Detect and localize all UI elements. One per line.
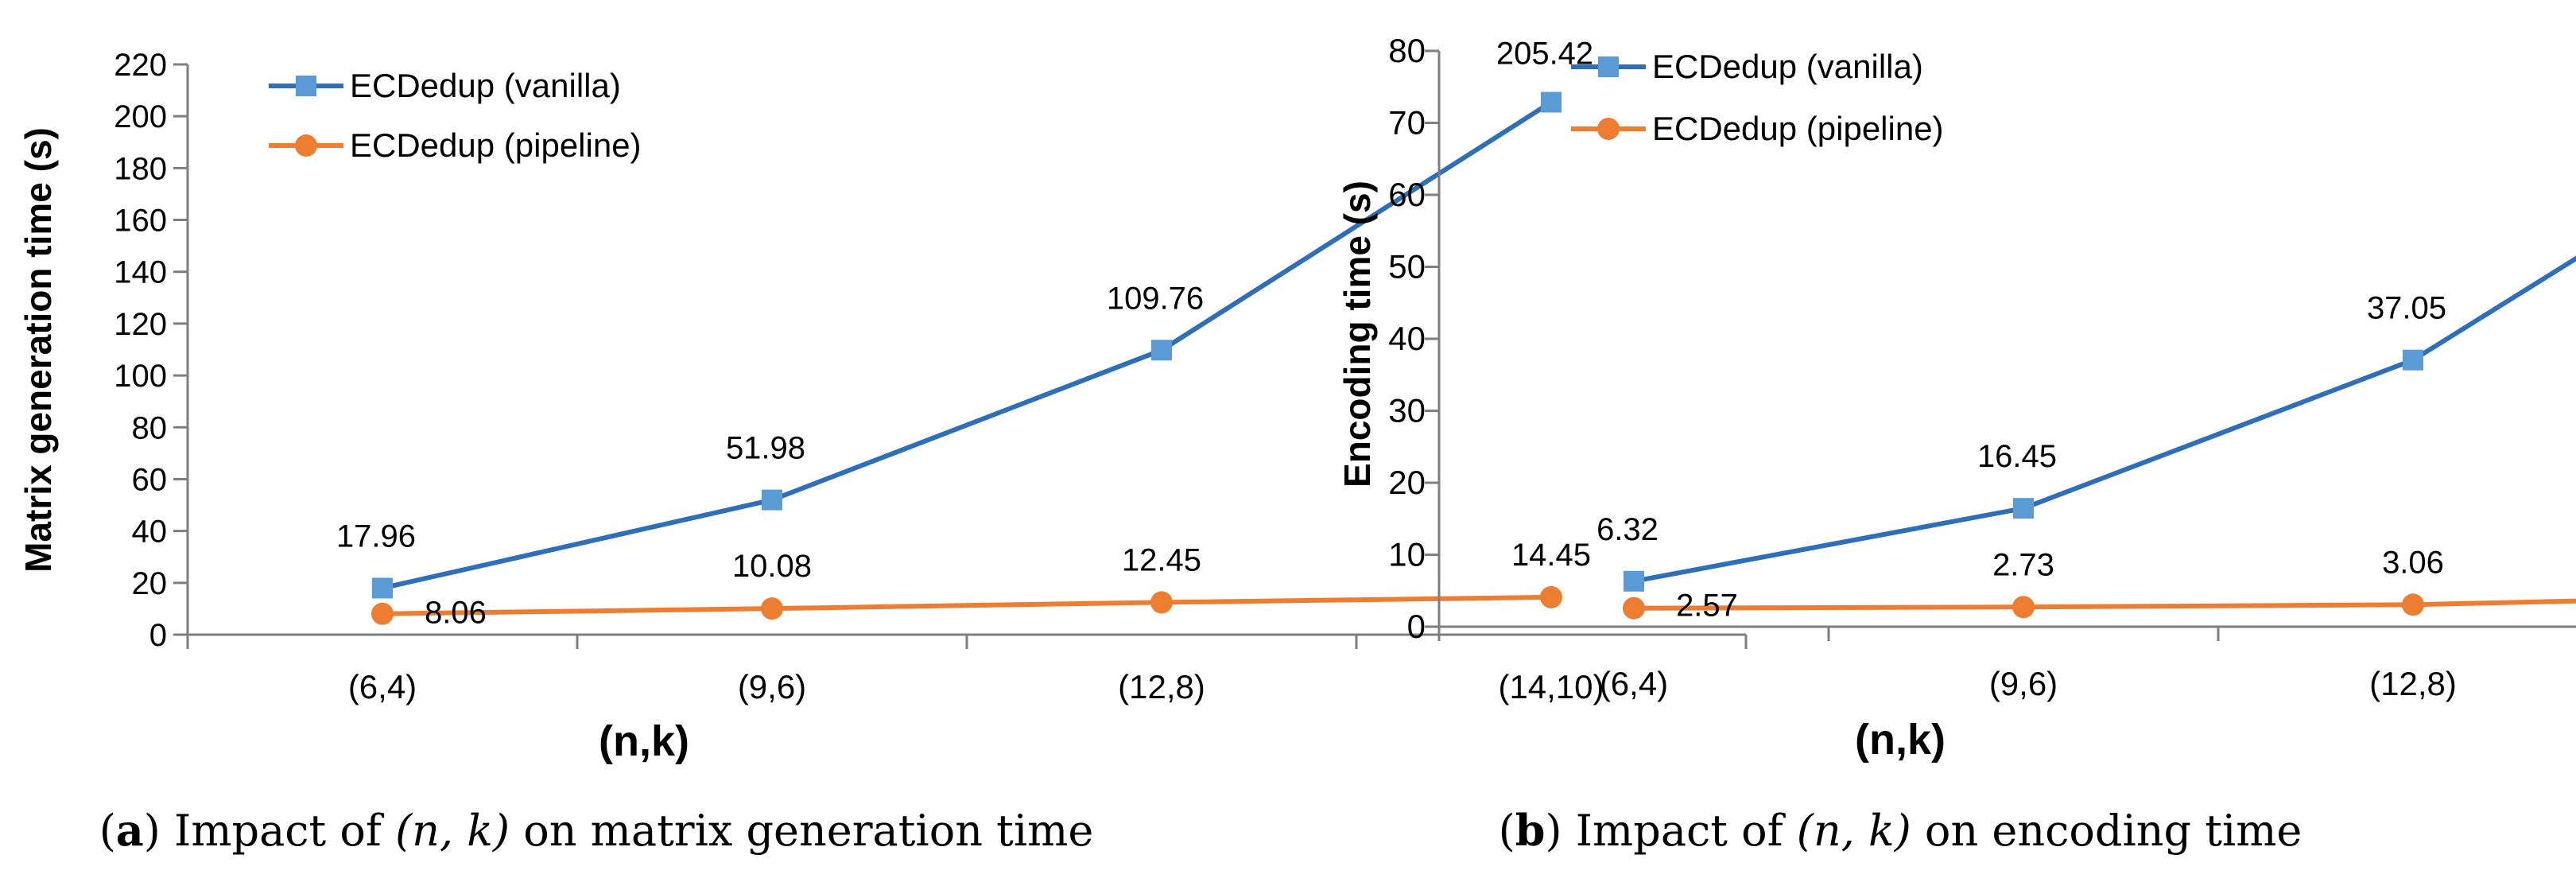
y-tick-label: 160 xyxy=(114,204,167,239)
y-axis-title: Encoding time (s) xyxy=(1336,181,1378,488)
legend-label: ECDedup (vanilla) xyxy=(350,67,621,104)
caption-suffix: on matrix generation time xyxy=(510,806,1093,856)
y-tick-label: 0 xyxy=(1407,608,1426,645)
x-tick-label: (9,6) xyxy=(738,668,806,705)
y-tick-label: 80 xyxy=(1388,32,1426,69)
figure-caption: (b) Impact of (n, k) on encoding time xyxy=(1499,805,2302,856)
series-pipeline: 2.572.733.064.28 xyxy=(1623,545,2576,624)
y-tick-label: 30 xyxy=(1388,392,1426,429)
data-label: 12.45 xyxy=(1122,542,1201,577)
y-tick-label: 40 xyxy=(132,515,168,550)
data-label: 2.57 xyxy=(1676,589,1738,624)
legend-label: ECDedup (pipeline) xyxy=(1652,110,1944,147)
y-tick-label: 200 xyxy=(114,99,167,134)
y-tick-label: 120 xyxy=(114,307,167,342)
caption-math: (n, k) xyxy=(395,806,510,856)
legend: ECDedup (vanilla) ECDedup (pipeline) xyxy=(269,67,642,164)
x-axis-title: (n,k) xyxy=(599,717,689,765)
caption-letter: b xyxy=(1515,805,1546,856)
legend-label: ECDedup (pipeline) xyxy=(350,126,642,164)
y-tick-label: 40 xyxy=(1388,320,1426,357)
data-label: 14.45 xyxy=(1511,538,1591,573)
caption-prefix: Impact of xyxy=(1562,806,1797,856)
x-tick-label: (6,4) xyxy=(348,668,417,705)
x-axis-title: (n,k) xyxy=(1855,716,1946,763)
series-line xyxy=(382,594,1552,616)
data-point-circle xyxy=(2402,593,2424,616)
data-point-square xyxy=(2403,349,2423,371)
caption-paren-open: ( xyxy=(1499,806,1515,856)
data-label: 37.05 xyxy=(2367,291,2446,326)
legend: ECDedup (vanilla) ECDedup (pipeline) xyxy=(1571,48,1944,147)
y-tick-label: 50 xyxy=(1388,248,1426,286)
data-point-circle xyxy=(1623,596,1645,620)
x-tick-label: (12,8) xyxy=(1118,668,1205,705)
data-label: 8.06 xyxy=(425,596,487,631)
data-point-circle xyxy=(1150,591,1173,614)
data-label: 109.76 xyxy=(1107,281,1204,316)
data-point-square xyxy=(1151,340,1172,361)
data-point-square xyxy=(372,577,393,599)
legend-marker-square xyxy=(1598,56,1619,77)
x-tick-label: (14,10) xyxy=(1498,668,1604,705)
x-tick-label: (9,6) xyxy=(1989,665,2058,702)
data-point-square xyxy=(1541,91,1562,113)
y-tick-label: 70 xyxy=(1388,104,1426,142)
y-tick-label: 0 xyxy=(149,618,167,653)
data-label: 10.08 xyxy=(732,549,812,584)
legend-marker-square xyxy=(296,76,316,96)
y-tick-label: 20 xyxy=(1388,464,1426,501)
y-tick-label: 60 xyxy=(132,462,168,497)
x-tick-label: (6,4) xyxy=(1600,665,1668,702)
series-line xyxy=(1633,598,2576,611)
y-tick-label: 80 xyxy=(132,410,168,445)
figure-caption: (a) Impact of (n, k) on matrix generatio… xyxy=(99,805,1094,856)
data-label: 3.06 xyxy=(2382,545,2444,580)
data-point-square xyxy=(2013,498,2034,519)
data-point-square xyxy=(762,489,782,511)
chart-encoding: 0 10 20 30 40 50 60 70 80 (6,4) (9,6) (12,8) (14,10)… xyxy=(1336,32,2576,856)
data-point-circle xyxy=(371,602,394,625)
caption-paren-close: ) xyxy=(1545,806,1562,856)
legend-marker-circle xyxy=(1597,118,1620,140)
data-point-circle xyxy=(2012,596,2035,619)
y-tick-label: 140 xyxy=(114,255,167,290)
series-line xyxy=(382,99,1553,591)
series-pipeline: 8.06 10.08 12.45 14.45 xyxy=(371,538,1591,631)
legend-marker-circle xyxy=(295,134,317,157)
data-point-square xyxy=(1624,570,1644,592)
y-tick-label: 10 xyxy=(1388,536,1426,573)
caption-math: (n, k) xyxy=(1797,806,1911,856)
data-label: 6.32 xyxy=(1596,512,1658,547)
y-tick-label: 100 xyxy=(114,359,167,394)
caption-letter: a xyxy=(116,805,144,856)
data-label: 51.98 xyxy=(726,431,805,466)
data-label: 16.45 xyxy=(1977,439,2057,474)
data-label: 17.96 xyxy=(336,519,416,554)
data-point-circle xyxy=(761,597,783,620)
x-tick-label: (12,8) xyxy=(2369,665,2457,702)
y-tick-label: 220 xyxy=(114,48,167,83)
caption-paren-open: ( xyxy=(99,806,116,856)
data-label: 2.73 xyxy=(1992,547,2054,582)
caption-paren-close: ) xyxy=(144,806,161,856)
caption-suffix: on encoding time xyxy=(1911,806,2302,856)
y-tick-label: 180 xyxy=(114,151,167,186)
series-line xyxy=(1633,255,2576,584)
data-point-circle xyxy=(1540,585,1562,608)
y-tick-label: 20 xyxy=(132,566,168,601)
y-tick-label: 60 xyxy=(1388,176,1426,213)
caption-prefix: Impact of xyxy=(161,806,395,856)
legend-label: ECDedup (vanilla) xyxy=(1652,48,1923,85)
y-axis-title: Matrix generation time (s) xyxy=(17,127,59,573)
